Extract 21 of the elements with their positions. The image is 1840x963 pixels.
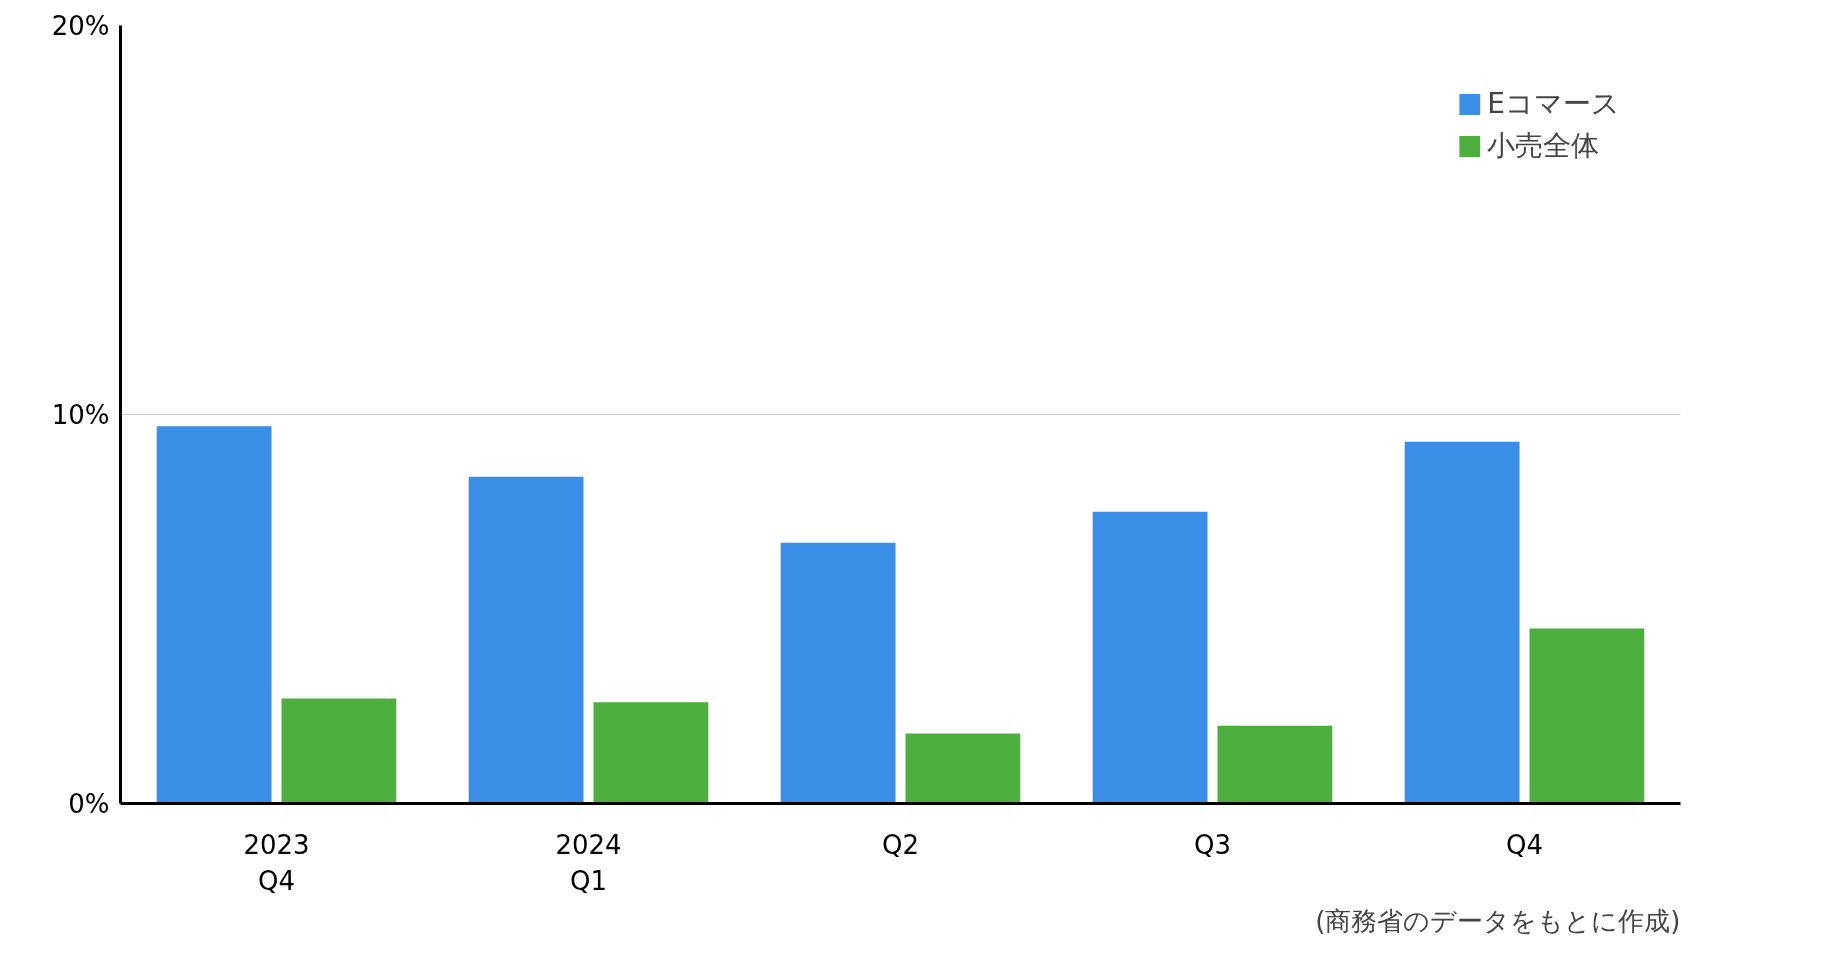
x-tick-label: Q2 [882,829,920,860]
x-tick-label: 2024 Q1 [555,829,622,896]
y-tick-label: 0% [68,788,110,819]
bar [1217,725,1333,804]
bar [1529,628,1645,804]
x-tick-label: 2023 Q4 [243,829,310,896]
x-tick-label: Q3 [1194,829,1232,860]
y-tick-label: 10% [51,399,110,430]
bar [468,476,584,804]
bar [1092,511,1208,804]
bar [593,702,709,804]
bar [156,426,272,804]
text: (商務省のデータをもとに作成) [1315,905,1681,936]
bar [905,733,1021,804]
x-tick-label: Q4 [1506,829,1544,860]
bar [780,542,896,804]
legend-label: 小売全体 [1487,128,1600,164]
bar [281,698,397,804]
bar [1404,441,1520,804]
legend-label: Eコマース [1487,86,1620,122]
y-tick-label: 20% [51,10,110,41]
